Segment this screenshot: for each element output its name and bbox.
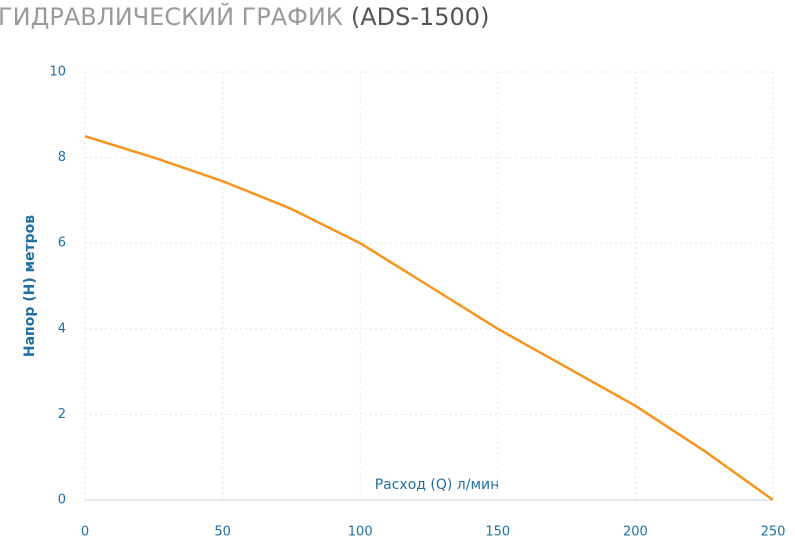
x-tick-label: 50: [214, 525, 231, 538]
x-axis-label: Расход (Q) л/мин: [375, 477, 500, 493]
x-tick-label: 100: [348, 525, 373, 538]
y-tick-label: 8: [58, 150, 66, 165]
y-axis-label: Напор (H) метров: [22, 215, 38, 357]
title-main: ГИДРАВЛИЧЕСКИЙ ГРАФИК: [0, 2, 343, 31]
x-tick-label: 250: [761, 525, 786, 538]
x-tick-label: 0: [81, 525, 89, 538]
y-tick-label: 0: [58, 493, 66, 508]
chart-title: ГИДРАВЛИЧЕСКИЙ ГРАФИК (ADS-1500): [0, 2, 489, 31]
y-tick-label: 4: [58, 321, 66, 336]
y-tick-label: 2: [58, 407, 66, 422]
x-tick-label: 200: [623, 525, 648, 538]
y-tick-label: 6: [58, 236, 66, 251]
title-model: (ADS-1500): [351, 3, 490, 31]
data-line: [84, 135, 774, 502]
x-tick-label: 150: [485, 525, 510, 538]
y-tick-label: 10: [49, 65, 66, 80]
